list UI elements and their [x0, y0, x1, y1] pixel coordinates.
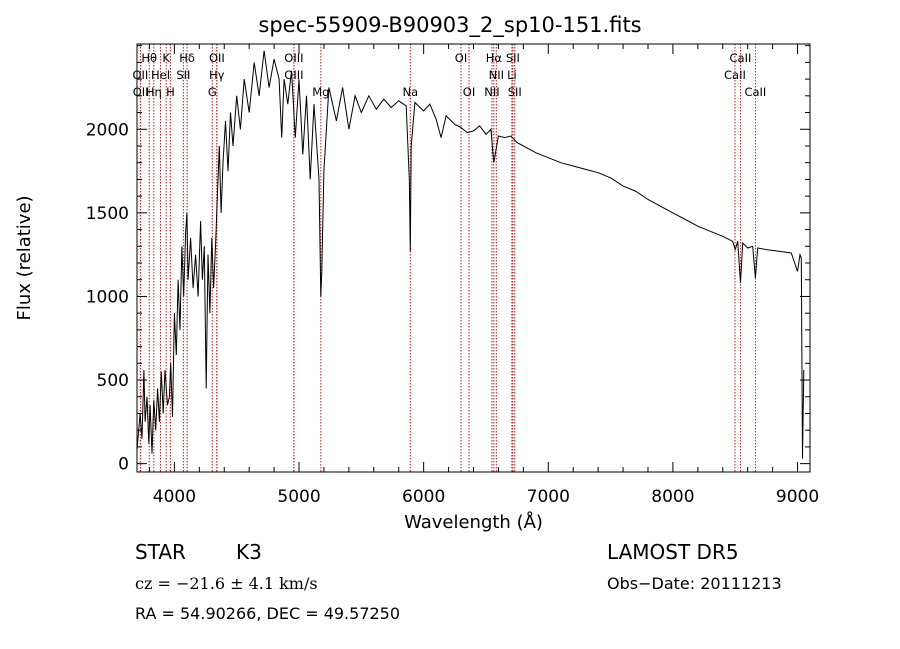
object-class: STAR: [135, 540, 186, 564]
marker-label: G: [208, 85, 217, 99]
axis-tick-labels: 4000 5000 6000 7000 8000 9000 0 500 1000 1500 2000: [86, 120, 819, 507]
y-tick-label: 1000: [86, 287, 129, 307]
marker-label: OI: [455, 51, 467, 65]
y-tick-label: 1500: [86, 204, 129, 224]
marker-label: Hη: [146, 85, 162, 99]
y-tick-label: 500: [97, 371, 129, 391]
marker-label: OIII: [284, 68, 303, 82]
marker-label: CaII: [730, 51, 752, 65]
x-tick-label: 6000: [402, 487, 445, 507]
survey-name: LAMOST DR5: [607, 540, 739, 564]
marker-label: NII: [484, 85, 499, 99]
x-tick-label: 7000: [527, 487, 570, 507]
y-tick-label: 0: [118, 455, 129, 475]
marker-label: CaII: [724, 68, 746, 82]
y-axis-label: Flux (relative): [14, 195, 35, 320]
marker-label: Na: [402, 85, 418, 99]
x-tick-label: 5000: [277, 487, 320, 507]
marker-label: H: [166, 85, 175, 99]
observation-date: Obs−Date: 20111213: [607, 574, 782, 593]
object-subclass: K3: [236, 540, 262, 564]
marker-label: CaII: [744, 85, 766, 99]
marker-label: K: [162, 51, 170, 65]
x-tick-label: 8000: [651, 487, 694, 507]
y-tick-label: 2000: [86, 120, 129, 140]
redshift-cz: cz = −21.6 ± 4.1 km/s: [135, 574, 318, 593]
marker-label: NII: [489, 68, 504, 82]
marker-label: Hγ: [209, 68, 225, 82]
marker-label: OII: [132, 68, 148, 82]
marker-label: Hδ: [179, 51, 195, 65]
marker-label: Mg: [312, 85, 329, 99]
line-markers: [139, 44, 756, 472]
marker-label: OII: [209, 51, 225, 65]
x-axis-label: Wavelength (Å): [404, 511, 543, 533]
x-tick-label: 9000: [776, 487, 819, 507]
marker-label: SII: [508, 85, 522, 99]
marker-label: Hα: [486, 51, 503, 65]
spectrum-line: [136, 50, 805, 459]
marker-label: SII: [176, 68, 190, 82]
marker-label: HeI: [151, 68, 170, 82]
marker-label: SII: [506, 51, 520, 65]
x-tick-label: 4000: [153, 487, 196, 507]
marker-label: Hθ: [141, 51, 157, 65]
marker-label: OIII: [284, 51, 303, 65]
marker-label: OI: [463, 85, 475, 99]
chart-title: spec-55909-B90903_2_sp10-151.fits: [258, 13, 642, 37]
marker-label: Li: [507, 68, 517, 82]
ra-dec: RA = 54.90266, DEC = 49.57250: [135, 604, 401, 623]
axis-ticks: [137, 44, 810, 472]
